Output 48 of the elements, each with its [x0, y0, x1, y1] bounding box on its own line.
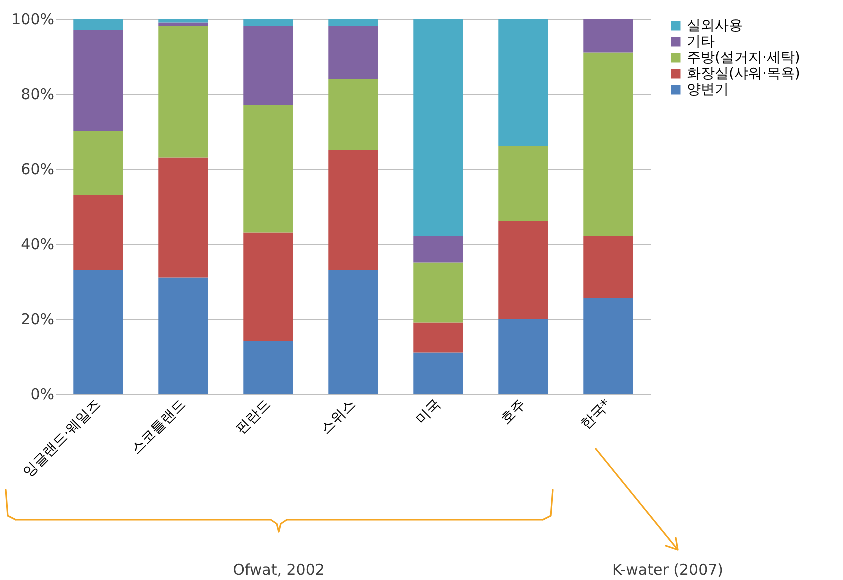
bar [414, 322, 464, 353]
bar [498, 19, 548, 146]
bar [414, 19, 464, 236]
bar [414, 352, 464, 394]
text: Ofwat, 2002 [233, 561, 325, 579]
legend-label: 양변기 [687, 82, 729, 98]
bar [244, 19, 294, 26]
legend-label: 화장실(샤워·목욕) [687, 66, 800, 82]
bar [414, 236, 464, 263]
bar [74, 270, 124, 394]
bar [584, 298, 634, 394]
legend-label: 기타 [687, 34, 715, 50]
y-tick-label: 20% [21, 310, 54, 328]
bar [74, 30, 124, 132]
bar [244, 232, 294, 342]
bar [328, 26, 378, 79]
bar [414, 262, 464, 323]
y-tick-label: 40% [21, 236, 54, 254]
y-tick-label: 80% [21, 86, 54, 104]
bar [584, 52, 634, 236]
text: K-water (2007) [612, 561, 724, 579]
bar [158, 158, 208, 278]
bar [158, 278, 208, 394]
bar [244, 105, 294, 233]
legend-label: 실외사용 [687, 18, 743, 34]
y-tick-label: 60% [21, 160, 54, 178]
y-tick-label: 100% [12, 10, 54, 28]
bar [584, 236, 634, 298]
bar [158, 22, 208, 26]
bar [328, 79, 378, 150]
bar [498, 319, 548, 394]
bar [74, 132, 124, 196]
bar [244, 342, 294, 394]
x-tick-label: 미국 [413, 396, 444, 428]
bar [328, 270, 378, 394]
x-tick-label: 호주 [498, 396, 530, 428]
bar [498, 146, 548, 222]
bar [584, 19, 634, 53]
bar [328, 150, 378, 270]
bar [498, 222, 548, 319]
bar [74, 19, 124, 30]
bar [74, 195, 124, 270]
bar [158, 19, 208, 23]
legend-label: 주방(설거지·세탁) [687, 50, 800, 66]
y-tick-label: 0% [30, 386, 54, 404]
bar [328, 19, 378, 26]
bar [244, 26, 294, 106]
bar [158, 26, 208, 158]
